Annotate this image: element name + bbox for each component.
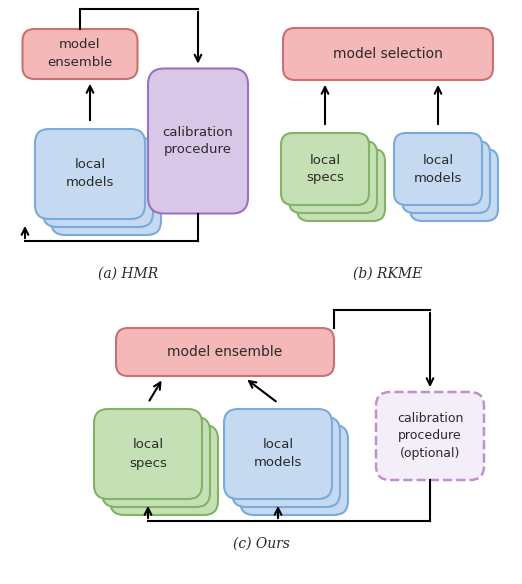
FancyBboxPatch shape [110,425,218,515]
FancyBboxPatch shape [240,425,348,515]
Text: local
models: local models [66,158,114,189]
FancyBboxPatch shape [410,149,498,221]
FancyBboxPatch shape [402,141,490,213]
Text: (c) Ours: (c) Ours [233,537,289,551]
FancyBboxPatch shape [376,392,484,480]
FancyBboxPatch shape [289,141,377,213]
FancyBboxPatch shape [43,137,153,227]
FancyBboxPatch shape [232,417,340,507]
Text: local
models: local models [254,439,302,470]
FancyBboxPatch shape [281,133,369,205]
FancyBboxPatch shape [148,68,248,214]
FancyBboxPatch shape [224,409,332,499]
Text: calibration
procedure
(optional): calibration procedure (optional) [397,412,463,461]
FancyBboxPatch shape [283,28,493,80]
Text: model selection: model selection [333,47,443,61]
Text: calibration
procedure: calibration procedure [163,126,233,157]
FancyBboxPatch shape [394,133,482,205]
Text: local
specs: local specs [306,154,344,185]
Text: model
ensemble: model ensemble [48,39,113,69]
FancyBboxPatch shape [35,129,145,219]
FancyBboxPatch shape [102,417,210,507]
FancyBboxPatch shape [94,409,202,499]
Text: (b) RKME: (b) RKME [353,267,423,281]
FancyBboxPatch shape [51,145,161,235]
FancyBboxPatch shape [116,328,334,376]
Text: local
models: local models [414,154,462,185]
FancyBboxPatch shape [22,29,137,79]
FancyBboxPatch shape [297,149,385,221]
Text: local
specs: local specs [129,439,167,470]
Text: (a) HMR: (a) HMR [98,267,158,281]
Text: model ensemble: model ensemble [168,345,282,359]
